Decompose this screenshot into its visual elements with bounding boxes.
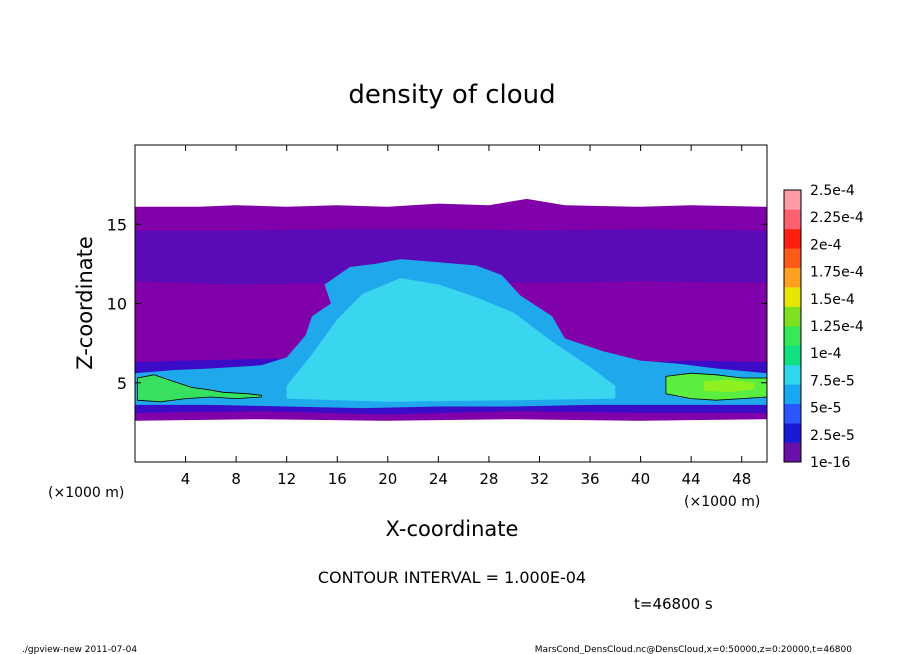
- colorbar-label: 1.75e-4: [810, 265, 864, 281]
- y-tick-label: 10: [107, 295, 127, 314]
- x-tick-label: 4: [181, 470, 191, 488]
- colorbar-label: 2e-4: [810, 237, 842, 253]
- time-label: t=46800 s: [634, 595, 713, 613]
- x-tick-label: 28: [479, 470, 498, 488]
- colorbar-cell: [784, 345, 801, 366]
- colorbar-label: 5e-5: [810, 401, 841, 417]
- colorbar-cell: [784, 228, 801, 249]
- x-tick-label: 8: [231, 470, 241, 488]
- footer-right: MarsCond_DensCloud.nc@DensCloud,x=0:5000…: [535, 645, 852, 654]
- colorbar-cell: [784, 287, 801, 307]
- region-right-core: [703, 379, 755, 393]
- x-tick-label: 40: [631, 470, 650, 488]
- x-tick-label: 20: [378, 470, 397, 488]
- x-unit-left: (×1000 m): [48, 485, 124, 501]
- x-tick-label: 44: [682, 470, 701, 488]
- region-upper-band: [135, 229, 767, 285]
- region-cloud-core: [286, 278, 616, 402]
- contour-interval: CONTOUR INTERVAL = 1.000E-04: [318, 568, 586, 587]
- colorbar-frame: [783, 189, 802, 463]
- y-axis-label: Z-coordinate: [73, 236, 97, 370]
- chart-title: density of cloud: [348, 80, 555, 110]
- colorbar-cell: [784, 326, 801, 346]
- x-tick-label: 12: [277, 470, 296, 488]
- colorbar-cell: [784, 364, 801, 385]
- colorbar-cell: [784, 190, 801, 210]
- region-left-green-patch: [137, 374, 262, 403]
- colorbar: 1e-16 2.5e-5 5e-5 7.5e-5 1e-4 1.25e-4 1.5e-4 1.…: [783, 183, 864, 471]
- colorbar-cell: [784, 423, 801, 443]
- colorbar-cell: [784, 248, 801, 269]
- x-axis-label: X-coordinate: [386, 517, 519, 541]
- colorbar-label: 7.5e-5: [810, 373, 855, 389]
- x-tick-label: 48: [732, 470, 751, 488]
- colorbar-label: 2.5e-5: [810, 428, 855, 444]
- colorbar-label: 1.25e-4: [810, 319, 864, 335]
- colorbar-cell: [784, 384, 801, 405]
- colorbar-cell: [784, 267, 801, 288]
- colorbar-cell: [784, 403, 801, 424]
- x-unit-right: (×1000 m): [684, 494, 760, 510]
- x-tick-label: 32: [530, 470, 549, 488]
- colorbar-cell: [784, 306, 801, 327]
- colorbar-label: 1.5e-4: [810, 292, 855, 308]
- x-axis-ticks: 4 8 12 16 20 24 28 32 36 40 44 48: [181, 145, 751, 488]
- y-tick-label: 15: [107, 215, 127, 234]
- colorbar-label: 1e-4: [810, 346, 842, 362]
- x-tick-label: 16: [328, 470, 347, 488]
- x-tick-label: 24: [429, 470, 448, 488]
- y-tick-label: 5: [117, 374, 127, 393]
- colorbar-label: 2.5e-4: [810, 183, 855, 199]
- density-fields: [135, 198, 768, 421]
- colorbar-cell: [784, 442, 801, 463]
- colorbar-label: 2.25e-4: [810, 210, 864, 226]
- footer-left: ./gpview-new 2011-07-04: [22, 645, 137, 654]
- colorbar-cell: [784, 209, 801, 230]
- x-tick-label: 36: [580, 470, 599, 488]
- y-axis-ticks: 5 10 15: [107, 215, 767, 393]
- colorbar-label: 1e-16: [810, 455, 850, 471]
